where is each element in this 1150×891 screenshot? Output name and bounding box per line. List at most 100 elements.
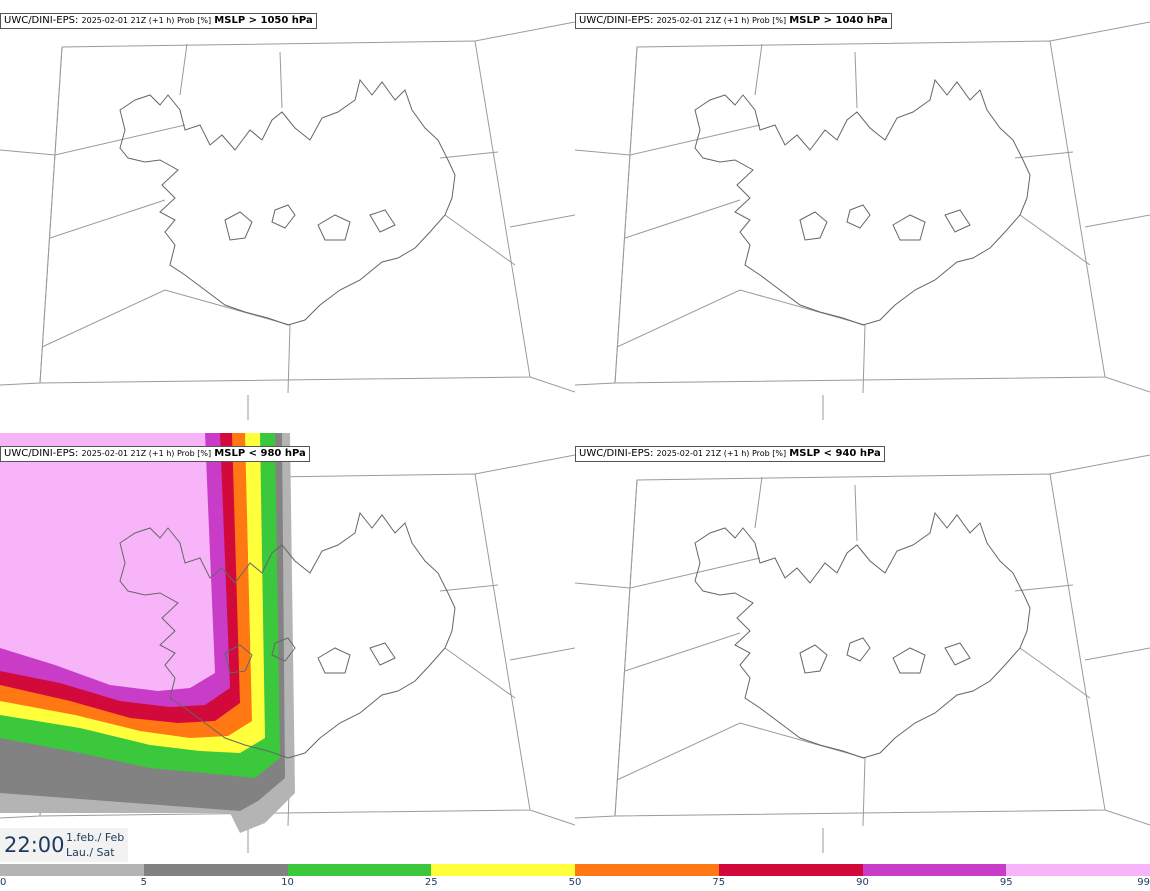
graticule (575, 21, 1150, 420)
glacier-outline (369, 642, 396, 666)
legend-tick-label: 0 (0, 877, 7, 888)
threshold-label: MSLP > 1040 hPa (789, 15, 888, 26)
graticule-line (616, 289, 866, 394)
threshold-label: MSLP > 1050 hPa (214, 15, 313, 26)
graticule-line (179, 43, 188, 96)
graticule-line (49, 199, 166, 239)
graticule-line (1019, 647, 1091, 699)
map-canvas (575, 454, 1150, 853)
legend-swatch (1006, 864, 1150, 876)
legend-tick-label: 95 (999, 877, 1013, 888)
glacier-outline (271, 637, 296, 662)
color-legend: 0 5 10 25 50 75 90 95 99 (0, 862, 1150, 891)
legend-tick-label: 90 (856, 877, 869, 888)
panel-title: UWC/DINI-EPS: 2025-02-01 21Z (+1 h) Prob… (0, 13, 317, 29)
graticule-line (41, 289, 291, 394)
valid-weekday: Lau./ Sat (66, 846, 115, 859)
graticule-line (1084, 214, 1150, 228)
legend-swatch (575, 864, 719, 876)
coastline (694, 78, 1031, 326)
map-canvas (575, 21, 1150, 420)
glacier-outline (799, 211, 828, 241)
graticule-line (854, 51, 858, 109)
graticule-line (444, 214, 516, 266)
graticule-line (624, 199, 741, 239)
graticule-line (1084, 647, 1150, 661)
graticule-line (575, 815, 616, 819)
graticule-line (0, 124, 186, 156)
glacier-outline (271, 204, 296, 229)
probability-band (0, 433, 215, 691)
graticule-line (439, 151, 499, 159)
glacier-outline (944, 209, 971, 233)
iceland-coastline (119, 511, 456, 759)
legend-swatch (862, 864, 1007, 876)
glacier-outline (799, 644, 828, 674)
graticule (0, 21, 575, 420)
glacier-outline (892, 214, 926, 241)
legend-tick-label: 99 (1137, 877, 1150, 888)
run-info: 2025-02-01 21Z (+1 h) Prob [%] (656, 449, 787, 458)
graticule-line (854, 484, 858, 542)
graticule-line (754, 43, 763, 96)
legend-tick-label: 25 (424, 877, 438, 888)
valid-date: 1.feb./ Feb (66, 831, 125, 844)
graticule-line (509, 214, 575, 228)
model-name: UWC/DINI-EPS (579, 448, 650, 459)
glacier-outline (944, 642, 971, 666)
graticule-line (0, 815, 41, 819)
legend-swatch (287, 864, 432, 876)
legend-tick-label: 50 (568, 877, 582, 888)
graticule-line (39, 40, 531, 384)
graticule-line (575, 124, 761, 156)
graticule-line (624, 632, 741, 672)
panel-title: UWC/DINI-EPS: 2025-02-01 21Z (+1 h) Prob… (0, 446, 310, 462)
graticule-line (1014, 584, 1074, 592)
graticule-line (279, 51, 283, 109)
map-panel-mslp-below-980: UWC/DINI-EPS: 2025-02-01 21Z (+1 h) Prob… (0, 433, 575, 866)
glacier-outline (224, 211, 253, 241)
panel-title: UWC/DINI-EPS: 2025-02-01 21Z (+1 h) Prob… (575, 13, 892, 29)
map-panel-mslp-above-1050: UWC/DINI-EPS: 2025-02-01 21Z (+1 h) Prob… (0, 0, 575, 433)
legend-tick-label: 75 (712, 877, 726, 888)
iceland-coastline (119, 78, 456, 326)
map-canvas (0, 433, 575, 853)
graticule-line (1049, 454, 1150, 475)
valid-time: 22:00 (4, 833, 65, 857)
graticule-line (1049, 21, 1150, 42)
graticule-line (614, 473, 1106, 817)
graticule-line (39, 46, 63, 384)
legend-tick-label: 10 (281, 877, 294, 888)
run-info: 2025-02-01 21Z (+1 h) Prob [%] (81, 449, 212, 458)
iceland-coastline (694, 78, 1031, 326)
graticule-line (0, 382, 41, 386)
threshold-label: MSLP < 980 hPa (214, 448, 306, 459)
graticule-line (529, 809, 575, 826)
graticule-line (529, 376, 575, 393)
graticule-line (439, 584, 499, 592)
legend-swatch (0, 864, 144, 876)
glacier-outline (317, 214, 351, 241)
legend-swatch (431, 864, 575, 876)
glacier-outline (892, 647, 926, 674)
glacier-outline (317, 647, 351, 674)
graticule-line (1104, 376, 1150, 393)
run-info: 2025-02-01 21Z (+1 h) Prob [%] (656, 16, 787, 25)
model-name: UWC/DINI-EPS (579, 15, 650, 26)
legend-swatch (143, 864, 288, 876)
threshold-label: MSLP < 940 hPa (789, 448, 881, 459)
valid-time-box: 22:00 1.feb./ Feb Lau./ Sat (0, 828, 128, 862)
graticule-line (509, 647, 575, 661)
coastline (119, 511, 456, 759)
legend-swatch (718, 864, 863, 876)
graticule-line (754, 476, 763, 529)
graticule-line (616, 722, 866, 827)
legend-tick-label: 5 (140, 877, 147, 888)
model-name: UWC/DINI-EPS (4, 448, 75, 459)
model-name: UWC/DINI-EPS (4, 15, 75, 26)
run-info: 2025-02-01 21Z (+1 h) Prob [%] (81, 16, 212, 25)
glacier-outline (846, 637, 871, 662)
graticule-line (474, 21, 575, 42)
graticule-line (614, 40, 1106, 384)
graticule-line (1104, 809, 1150, 826)
